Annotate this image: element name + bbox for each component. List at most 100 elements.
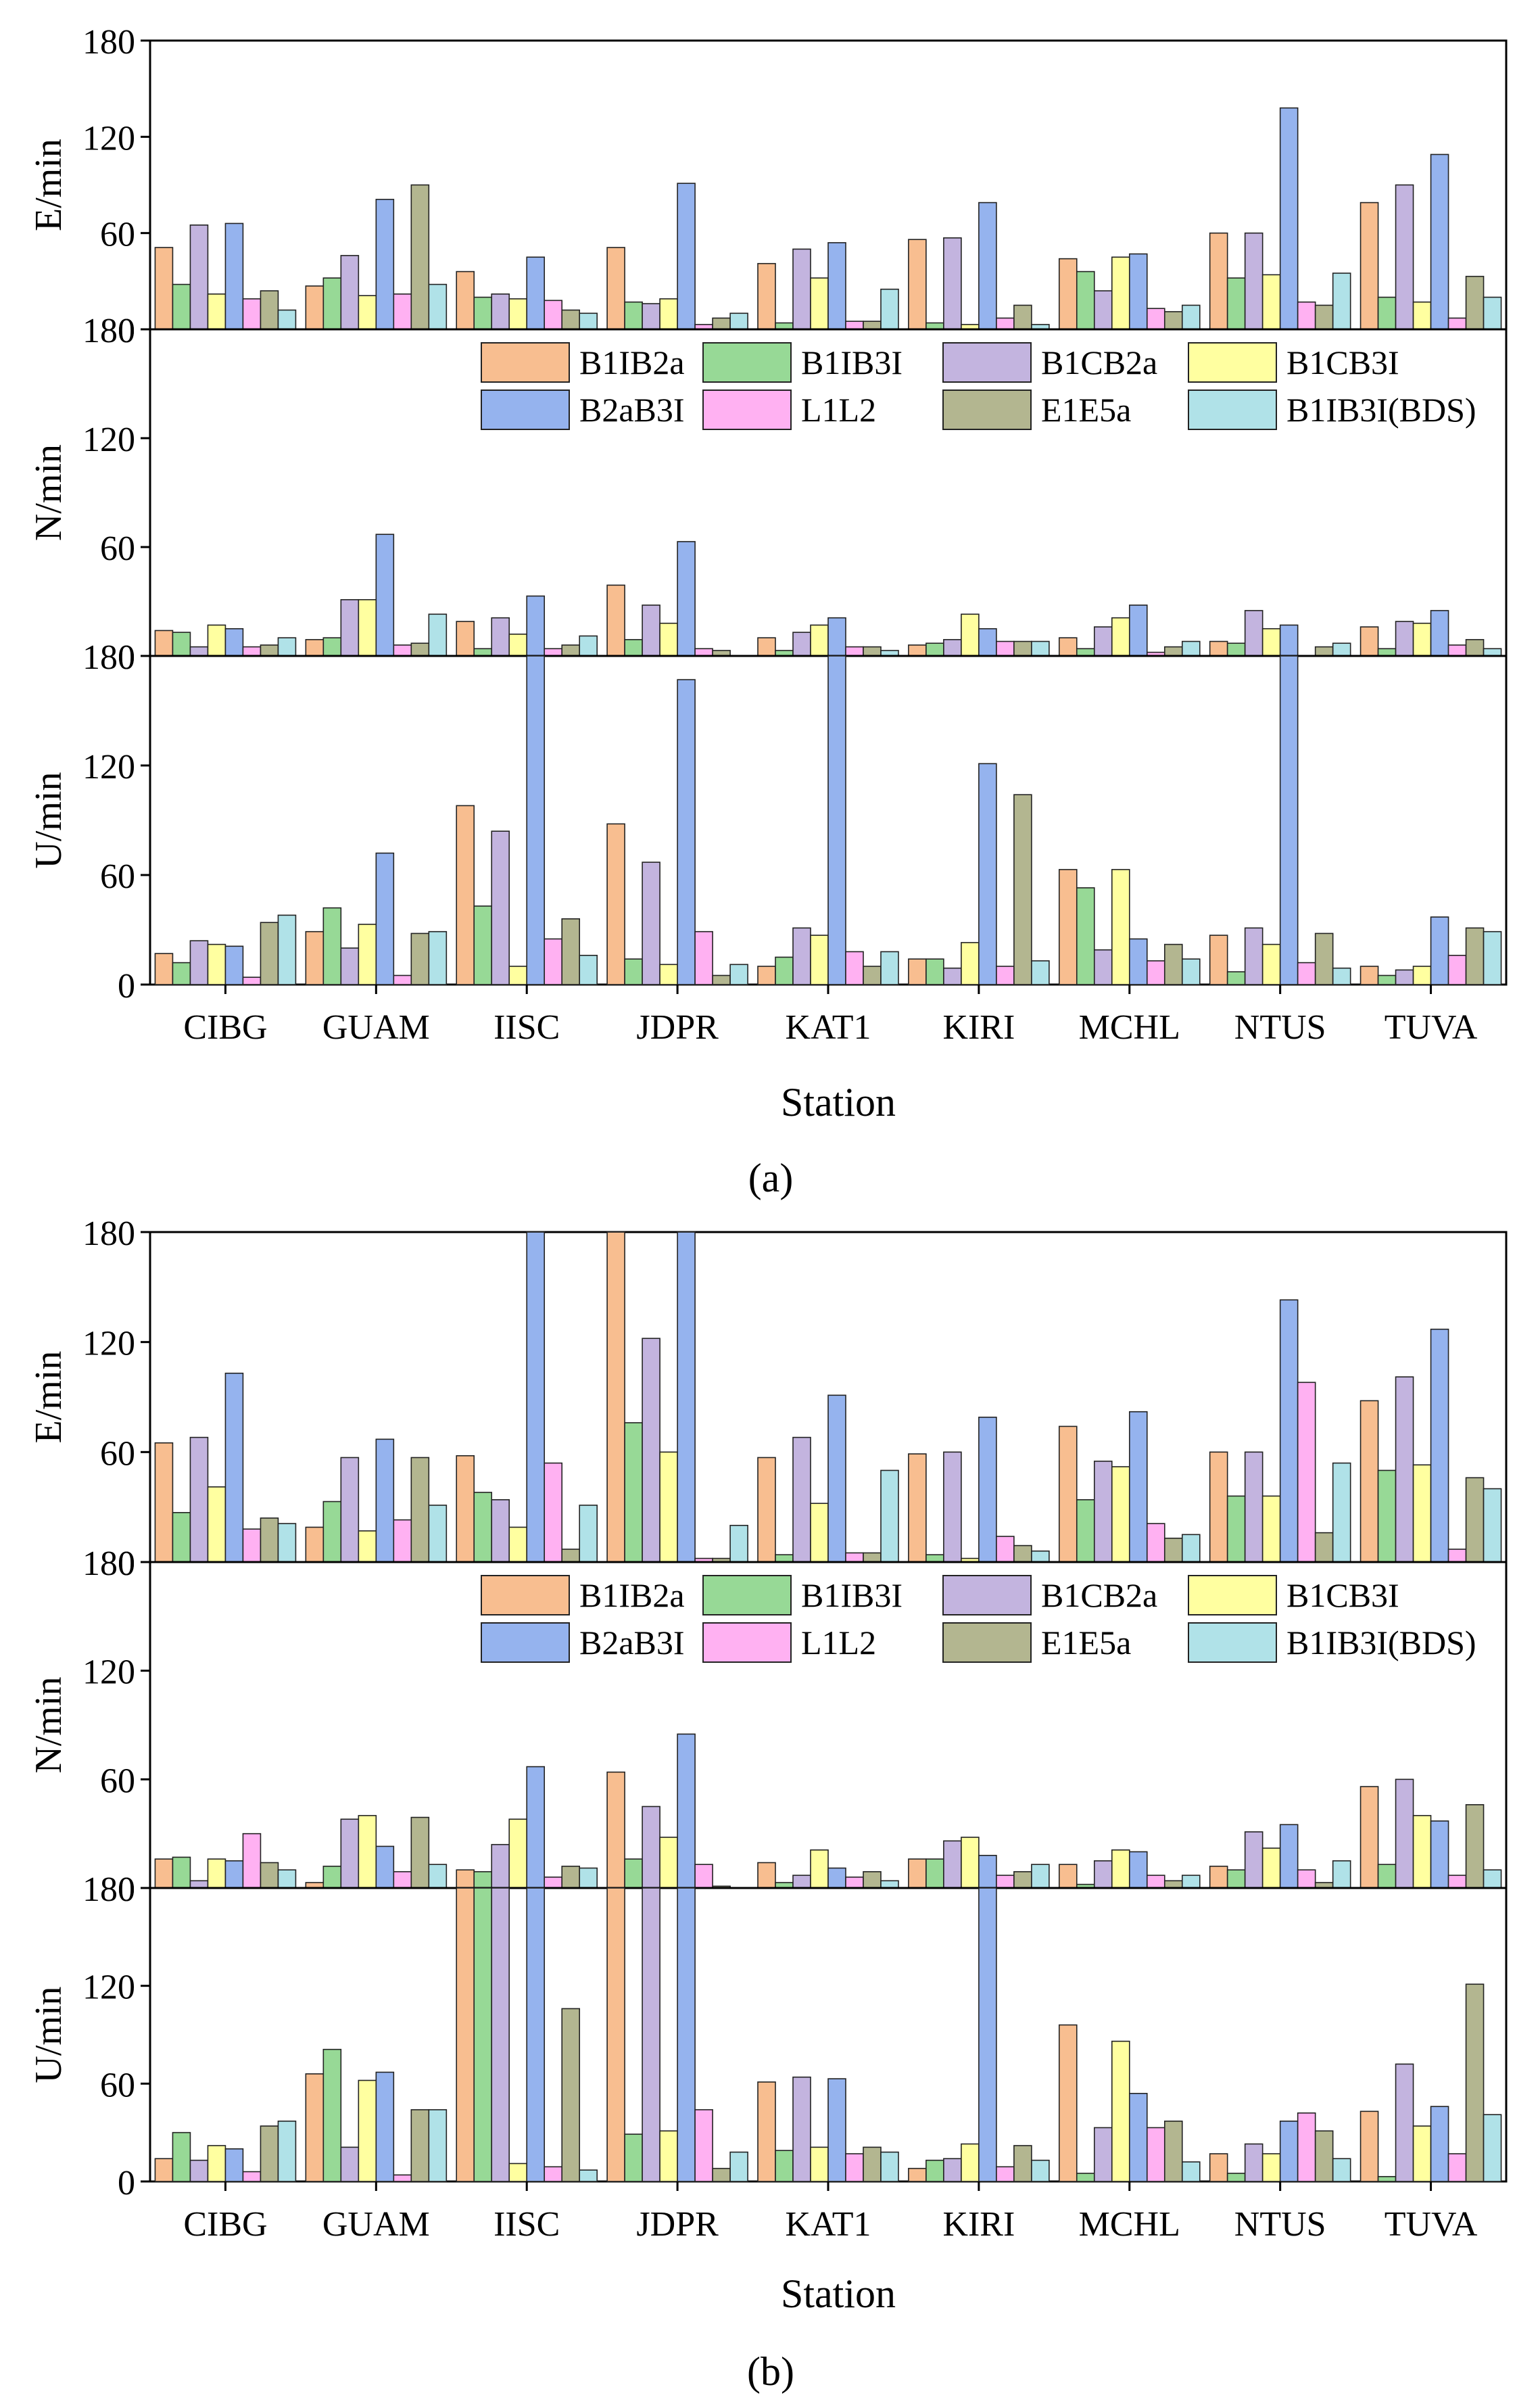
bar-b1ib2a-kiri <box>908 239 927 330</box>
bar-b1ib2a-cibg <box>154 1858 174 1889</box>
bar-e1e5a-kiri <box>1013 794 1032 985</box>
bar-b2ab3i-kat1 <box>827 617 846 657</box>
bar-b1cb2a-cibg <box>189 1880 209 1889</box>
bar-b1cb3i-ntus <box>1261 628 1281 657</box>
bar-l1l2-kiri <box>996 640 1015 657</box>
bar-b2ab3i-kat1 <box>827 242 846 330</box>
bar-e1e5a-ntus <box>1314 304 1334 330</box>
bar-e1e5a-kat1 <box>863 966 882 985</box>
bar-b2ab3i-ntus <box>1279 107 1299 330</box>
bar-l1l2-tuva <box>1447 2153 1467 2182</box>
y-tick-label: 180 <box>82 312 135 350</box>
bar-b1ib3i-iisc <box>473 296 493 330</box>
bar-l1l2-cibg <box>242 1833 262 1889</box>
bar-b1cb3i-kiri <box>961 1837 980 1889</box>
bar-b1ib3i-kiri <box>925 2159 944 2182</box>
x-tick-label: NTUS <box>1234 2205 1326 2244</box>
bar-b1cb3i-iisc <box>508 298 528 330</box>
bar-l1l2-cibg <box>242 976 262 985</box>
bar-b1cb2a-iisc <box>491 1499 510 1563</box>
bar-b1ib3i-cibg <box>172 1512 191 1563</box>
legend-label: B1IB3I(BDS) <box>1286 391 1476 429</box>
bar-e1e5a-tuva <box>1465 927 1485 985</box>
bar-l1l2-tuva <box>1447 955 1467 985</box>
x-tick-label: GUAM <box>322 1008 430 1047</box>
bar-e1e5a-mchl <box>1163 943 1183 985</box>
x-tick-label: IISC <box>494 1008 560 1047</box>
y-tick-label: 180 <box>82 1870 135 1909</box>
bar-b1ib2a-mchl <box>1058 869 1078 985</box>
y-tick-label: 60 <box>100 857 135 896</box>
bar-b1ib3i-bds-kiri <box>1031 1864 1050 1889</box>
bar-e1e5a-tuva <box>1465 1477 1485 1563</box>
bar-l1l2-kat1 <box>845 2153 864 2182</box>
legend-swatch <box>1188 342 1277 383</box>
x-axis-title-b: Station <box>781 2271 896 2316</box>
bar-b1ib3i-bds-kiri <box>1031 960 1050 985</box>
bar-e1e5a-tuva <box>1465 1983 1485 2182</box>
y-tick-label: 120 <box>82 748 135 786</box>
bar-b1cb2a-mchl <box>1093 1860 1113 1889</box>
bar-b1ib3i-bds-cibg <box>277 1869 297 1889</box>
bar-l1l2-cibg <box>242 646 262 657</box>
bar-e1e5a-kat1 <box>863 321 882 330</box>
bar-e1e5a-ntus <box>1314 2130 1334 2182</box>
x-tick-label: KAT1 <box>785 2205 871 2244</box>
y-axis-label: N/min <box>28 1676 70 1773</box>
bar-l1l2-guam <box>393 644 412 657</box>
bar-b2ab3i-cibg <box>224 1860 244 1889</box>
bar-l1l2-iisc <box>544 2166 563 2182</box>
bar-b1cb2a-kiri <box>943 237 962 330</box>
bar-b2ab3i-cibg <box>224 1372 244 1563</box>
bar-b1cb2a-kat1 <box>792 632 811 657</box>
bar-l1l2-iisc <box>544 1876 563 1889</box>
bar-b1cb3i-cibg <box>207 1858 226 1889</box>
bar-b2ab3i-kiri <box>978 202 997 330</box>
bar-e1e5a-tuva <box>1465 275 1485 330</box>
bar-l1l2-mchl <box>1146 2127 1165 2182</box>
bar-b1ib3i-kat1 <box>775 956 794 985</box>
y-axis-label: U/min <box>28 772 70 868</box>
legend-swatch <box>942 342 1032 383</box>
bar-l1l2-mchl <box>1146 1523 1165 1563</box>
bar-e1e5a-iisc <box>561 2008 581 2182</box>
bar-l1l2-cibg <box>242 1528 262 1563</box>
y-tick-label: 60 <box>100 529 135 568</box>
bar-b1ib3i-bds-tuva <box>1483 296 1502 330</box>
bar-b1ib2a-tuva <box>1359 626 1379 657</box>
bar-b1ib2a-kat1 <box>757 966 776 985</box>
bar-b1ib3i-bds-guam <box>428 2109 448 2182</box>
bar-b2ab3i-jdpr <box>677 541 696 657</box>
bar-b1cb3i-tuva <box>1412 1464 1432 1563</box>
bar-b1ib3i-bds-jdpr <box>729 964 748 985</box>
bar-e1e5a-cibg <box>260 922 279 985</box>
bar-b1cb2a-jdpr <box>642 1887 660 2182</box>
bar-b1ib3i-kiri <box>925 1858 944 1889</box>
bar-b2ab3i-mchl <box>1128 1851 1148 1889</box>
bar-e1e5a-mchl <box>1163 311 1183 330</box>
bar-e1e5a-mchl <box>1163 1880 1183 1889</box>
bar-l1l2-ntus <box>1297 1382 1316 1563</box>
bar-b1ib3i-bds-guam <box>428 283 448 330</box>
bar-b1ib3i-bds-kat1 <box>880 951 899 985</box>
bar-b1ib3i-bds-ntus <box>1332 1462 1351 1563</box>
bar-b1cb3i-jdpr <box>659 2130 678 2182</box>
bar-b1ib2a-jdpr <box>606 247 625 330</box>
bar-b1cb2a-jdpr <box>642 605 660 657</box>
bar-l1l2-ntus <box>1297 301 1316 330</box>
y-tick-label: 60 <box>100 1434 135 1473</box>
bar-e1e5a-guam <box>410 1816 430 1889</box>
panel-label-b: (b) <box>747 2349 794 2394</box>
bar-l1l2-tuva <box>1447 644 1467 657</box>
bar-b1ib2a-ntus <box>1209 640 1228 657</box>
bar-b1cb2a-mchl <box>1093 290 1113 330</box>
legend-label: B1CB2a <box>1041 1576 1157 1614</box>
bar-b1ib3i-jdpr <box>624 1858 643 1889</box>
bar-b1ib3i-ntus <box>1226 1869 1246 1889</box>
bar-l1l2-guam <box>393 1519 412 1563</box>
bar-b1cb2a-mchl <box>1093 2127 1113 2182</box>
bar-b2ab3i-kiri <box>978 1855 997 1889</box>
bar-l1l2-guam <box>393 2174 412 2182</box>
bar-b1ib3i-bds-cibg <box>277 2120 297 2182</box>
bar-b1ib3i-ntus <box>1226 1495 1246 1563</box>
